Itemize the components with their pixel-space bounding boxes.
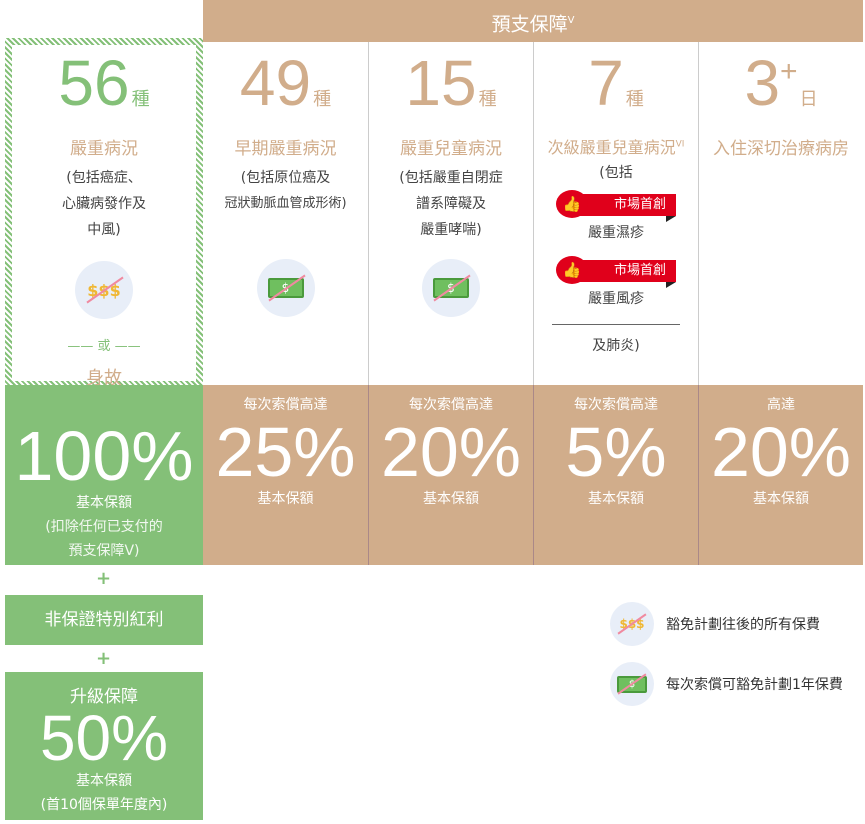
count-unit: 種: [313, 89, 332, 109]
divider: [552, 324, 680, 325]
upgrade-note: (首10個保單年度內): [40, 797, 168, 813]
banknote-crossed-icon: $: [610, 662, 654, 706]
payout-pre: 高達: [767, 397, 795, 413]
count-unit: 種: [625, 89, 644, 109]
header-sup: V: [567, 15, 575, 26]
or-label: 或: [97, 339, 111, 354]
header-title: 預支保障: [491, 13, 568, 36]
payout-pre: 每次索償高達: [409, 397, 493, 413]
desc-line: 及肺炎): [592, 338, 640, 354]
payout-note: (扣除任何已支付的: [45, 519, 163, 535]
count-value: 15: [405, 47, 477, 119]
payout-base: 基本保額: [753, 491, 809, 507]
desc-line: 冠狀動脈血管成形術): [224, 196, 347, 211]
plus-icon: +: [96, 648, 112, 669]
count-unit: 日: [799, 89, 818, 109]
upgrade-percent: 50%: [39, 702, 169, 774]
legend-label: 每次索償可豁免計劃1年保費: [666, 677, 843, 693]
payout-percent: 20%: [380, 413, 522, 491]
count-unit: 種: [478, 89, 497, 109]
desc-line: 中風): [87, 222, 121, 238]
payout-percent: 100%: [14, 417, 194, 495]
payout-pre: 每次索償高達: [574, 397, 658, 413]
money-bags-crossed-icon: $$$: [610, 602, 654, 646]
payout-percent: 20%: [710, 413, 852, 491]
column-title: 嚴重病況: [70, 139, 138, 159]
money-bags-crossed-icon: $$$: [75, 261, 133, 319]
column-title: 入住深切治療病房: [713, 139, 849, 159]
payout-base: 基本保額: [76, 495, 132, 511]
column-icu: 3+日 入住深切治療病房: [698, 42, 863, 385]
banknote-crossed-icon: $: [256, 259, 315, 317]
payout-base: 基本保額: [423, 491, 479, 507]
death-label: 身故: [86, 368, 122, 389]
desc-line: 嚴重風疹: [588, 291, 644, 307]
or-divider: —— 或 ——: [67, 339, 141, 354]
legend-label: 豁免計劃往後的所有保費: [666, 617, 820, 633]
payout-base: 基本保額: [588, 491, 644, 507]
desc-line: 心臟病發作及: [62, 196, 146, 212]
payout-note: 預支保障V): [68, 543, 140, 559]
payout-major: 100% 基本保額 (扣除任何已支付的 預支保障V): [5, 385, 203, 565]
desc-line: (包括: [599, 165, 633, 181]
count-value: 7: [588, 47, 624, 119]
badge-label: 市場首創: [570, 194, 676, 216]
count-unit: 種: [131, 89, 150, 109]
count-value: 49: [239, 47, 312, 119]
plus-icon: +: [96, 568, 112, 589]
desc-line: 嚴重濕疹: [588, 225, 644, 241]
count-sup: +: [780, 55, 798, 88]
payout-percent: 5%: [565, 413, 667, 491]
count-value: 56: [58, 47, 130, 119]
desc-line: (包括嚴重自閉症: [399, 170, 503, 186]
thumbs-up-icon: 👍: [556, 190, 588, 218]
legend-item: $ 每次索償可豁免計劃1年保費: [610, 662, 843, 706]
count: 56 種: [12, 51, 196, 130]
count-value: 3: [744, 47, 781, 119]
upgrade-box: 升級保障 50% 基本保額 (首10個保單年度內): [5, 672, 203, 820]
desc-line: (包括癌症、: [66, 170, 142, 186]
legend-item: $$$ 豁免計劃往後的所有保費: [610, 602, 820, 646]
advance-protection-header: 預支保障V: [203, 0, 863, 42]
market-first-badge: 市場首創 👍: [556, 190, 676, 222]
upgrade-title: 升級保障: [70, 687, 138, 707]
payout-percent: 25%: [215, 413, 356, 491]
highlight-frame: [5, 38, 203, 388]
column-title: 早期嚴重病況: [234, 139, 337, 159]
column-title: 嚴重兒童病況: [400, 139, 502, 159]
payout-icu: 高達 20% 基本保額: [698, 385, 863, 565]
market-first-badge: 市場首創 👍: [556, 256, 676, 288]
badge-label: 市場首創: [570, 260, 676, 282]
payout-early: 每次索償高達 25% 基本保額: [203, 385, 368, 565]
payout-minor-child: 每次索償高達 5% 基本保額: [533, 385, 698, 565]
desc-line: 嚴重哮喘): [420, 222, 482, 238]
title-sup: VI: [675, 139, 685, 150]
upgrade-base: 基本保額: [76, 773, 132, 789]
desc-line: (包括原位癌及: [240, 170, 331, 186]
payout-base: 基本保額: [257, 491, 314, 507]
banknote-crossed-icon: $: [422, 259, 480, 317]
payout-child: 每次索償高達 20% 基本保額: [368, 385, 533, 565]
column-title: 次級嚴重兒童病況: [547, 138, 676, 157]
special-bonus-box: 非保證特別紅利: [5, 595, 203, 645]
thumbs-up-icon: 👍: [556, 256, 588, 284]
desc-line: 譜系障礙及: [416, 196, 486, 212]
payout-pre: 每次索償高達: [243, 397, 328, 413]
